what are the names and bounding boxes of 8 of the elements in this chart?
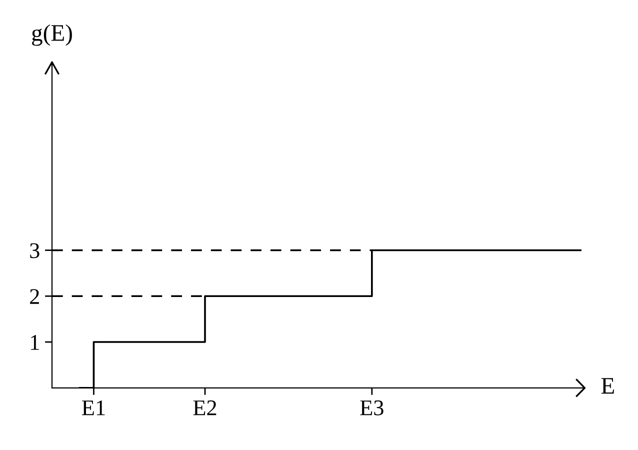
y-tick-label: 2 (30, 289, 39, 304)
x-tick-label: E1 (82, 400, 105, 416)
y-tick-label: 3 (30, 243, 40, 258)
y-axis-title: g(E) (32, 24, 72, 46)
y-tick-label: 1 (31, 335, 39, 350)
x-axis-title: E (601, 378, 614, 394)
x-tick-label: E2 (193, 400, 216, 416)
x-tick-label: E3 (360, 400, 384, 416)
